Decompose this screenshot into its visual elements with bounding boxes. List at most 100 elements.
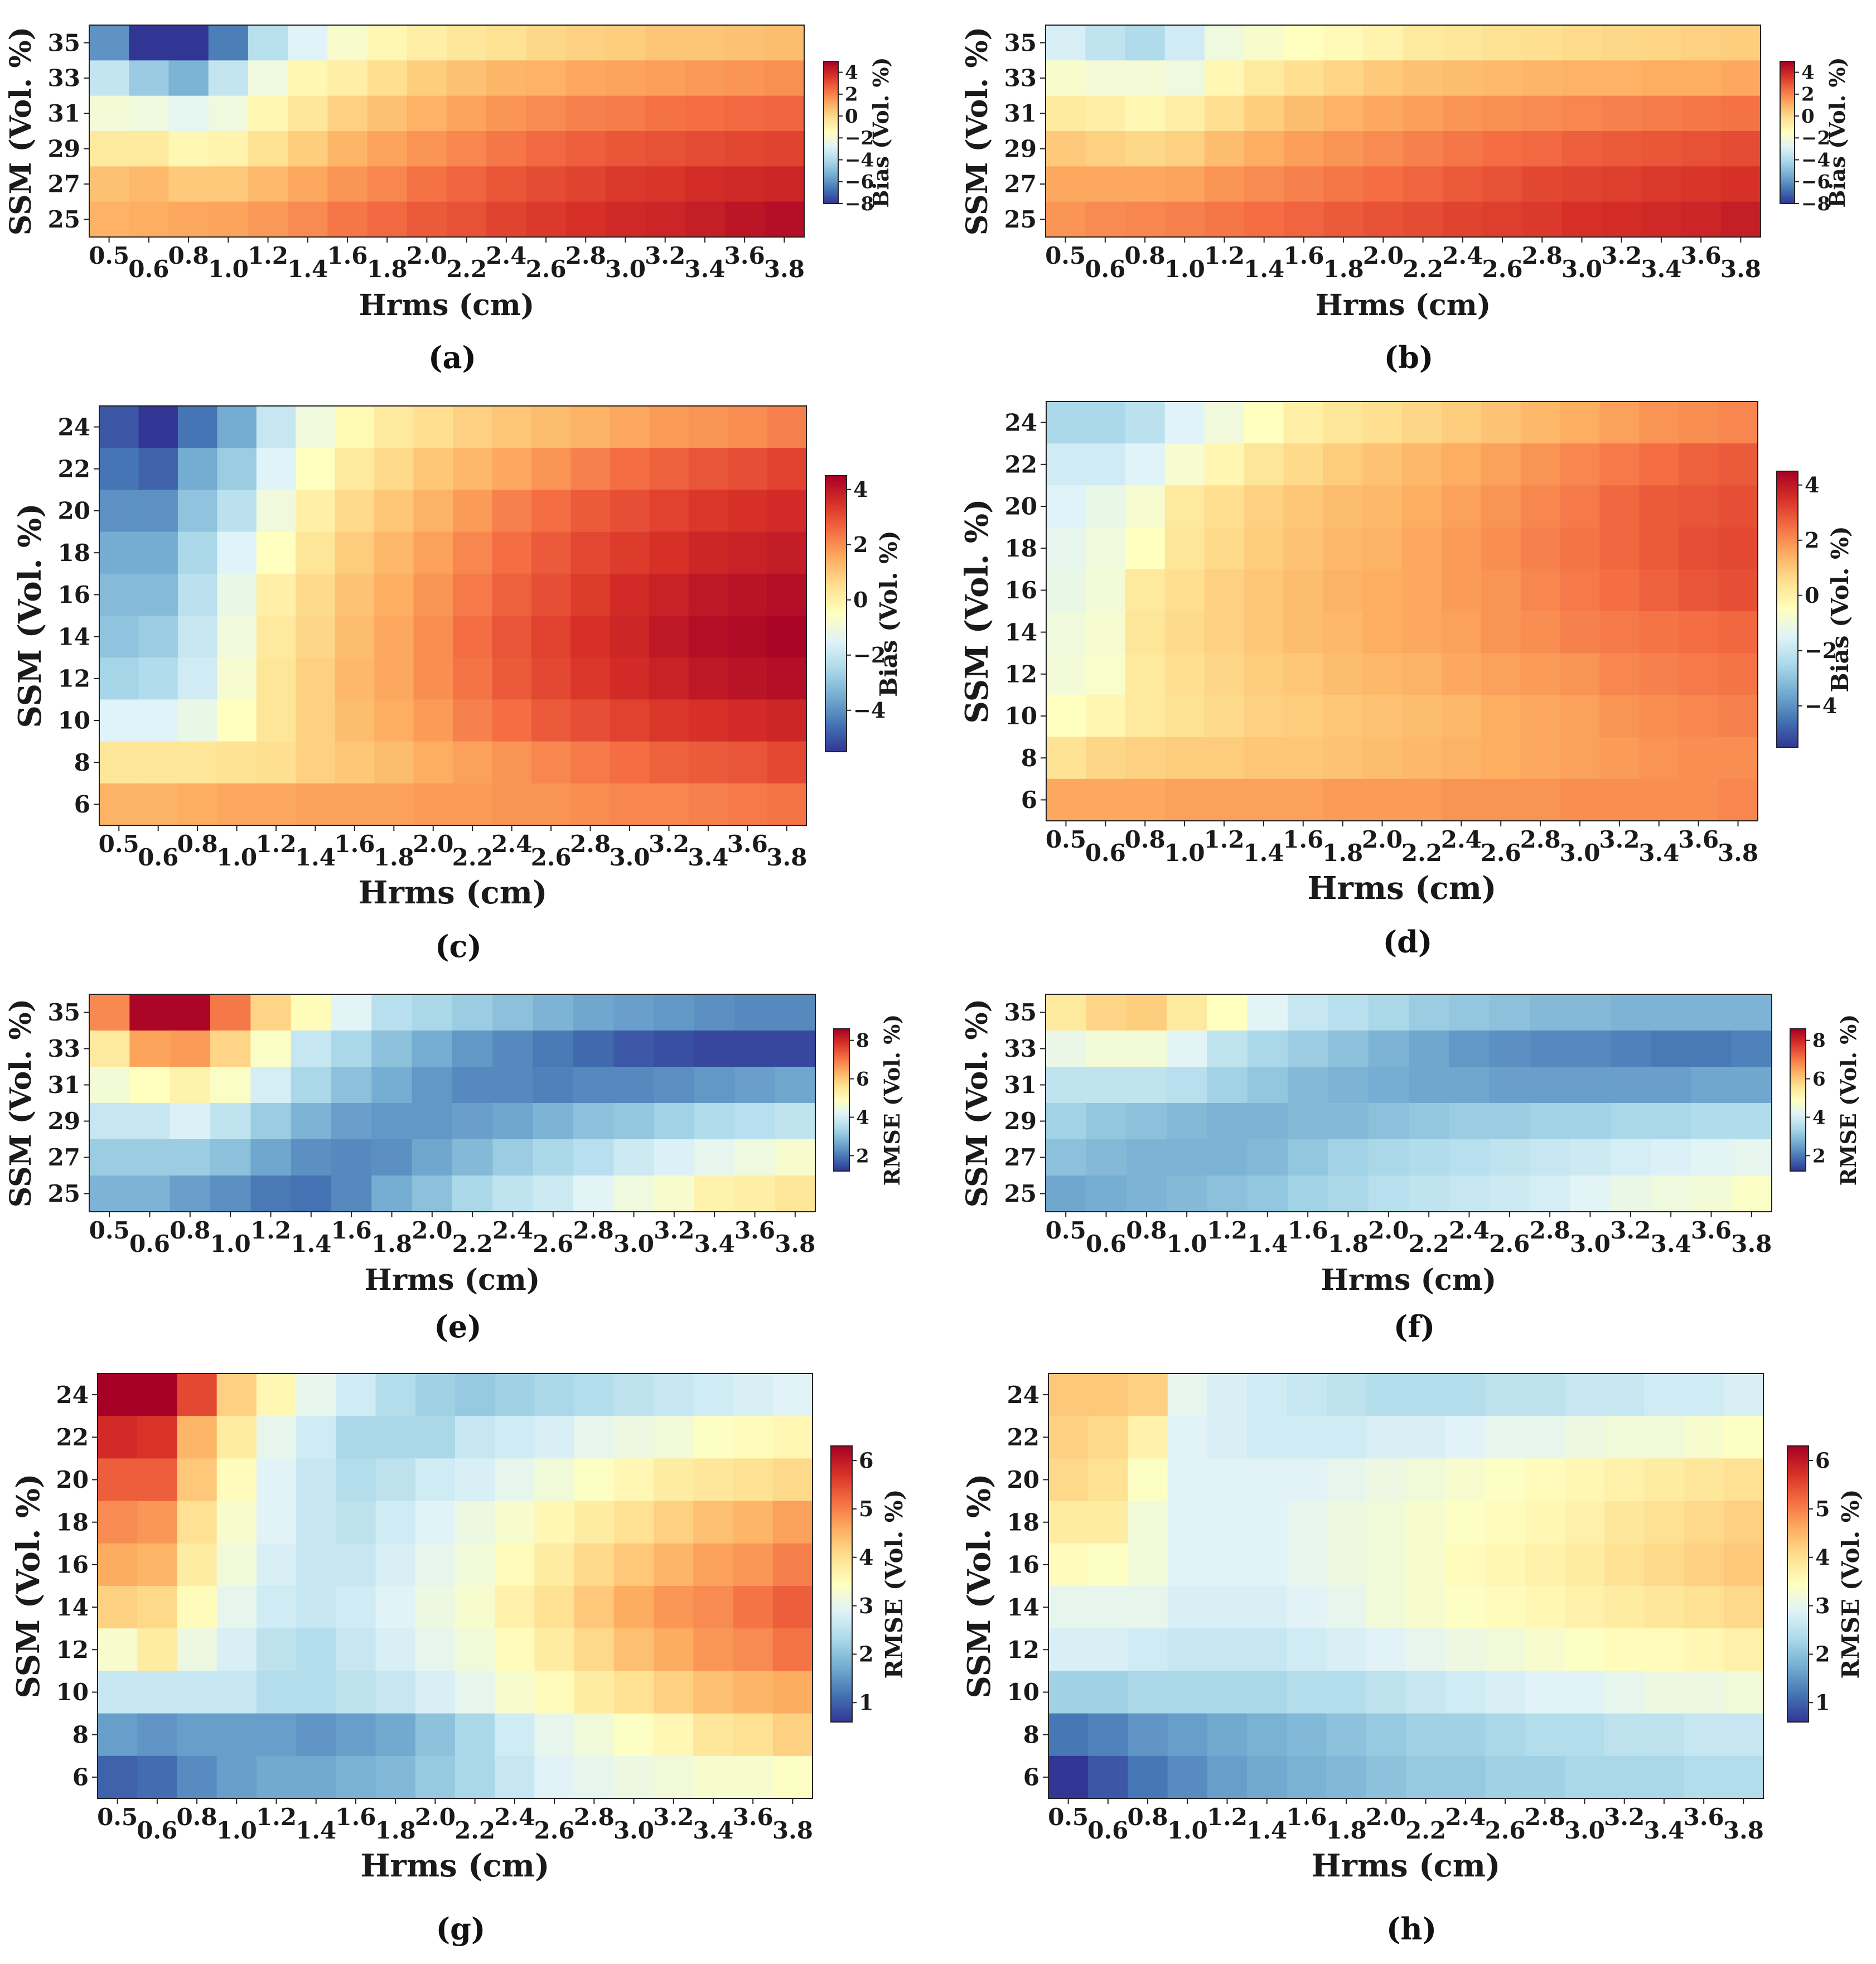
y-tick-label: 25 <box>48 206 80 233</box>
colorbar-label: RMSE (Vol. %) <box>1837 1489 1864 1679</box>
heatmap-cell <box>374 616 414 658</box>
x-tick-label: 2.0 <box>415 1803 456 1831</box>
heatmap-cell <box>1204 695 1245 738</box>
heatmap-cell <box>733 1416 773 1459</box>
heatmap-cell <box>574 1416 615 1459</box>
heatmap-cell <box>1560 443 1601 486</box>
heatmap-cell <box>1125 527 1166 570</box>
heatmap-cell <box>1731 994 1772 1031</box>
colorbar <box>1776 471 1798 748</box>
x-tick-label: 1.6 <box>1283 826 1323 853</box>
heatmap-cell <box>1409 994 1449 1031</box>
heatmap-cell <box>1718 778 1758 821</box>
x-tick-label: 1.0 <box>1164 255 1205 283</box>
x-tick-label: 1.6 <box>331 1217 372 1244</box>
heatmap-cell <box>216 1755 257 1799</box>
heatmap-cell <box>570 531 611 574</box>
heatmap-cell <box>1126 1031 1167 1067</box>
heatmap-cell <box>1048 1458 1089 1502</box>
heatmap-cell <box>764 201 805 238</box>
heatmap-cell <box>1326 1671 1367 1714</box>
heatmap-cell <box>177 531 217 574</box>
y-tick-label: 35 <box>48 999 80 1026</box>
plot-frame <box>1045 994 1772 1212</box>
heatmap-cell <box>452 1067 493 1104</box>
heatmap-cell <box>533 1176 574 1212</box>
heatmap-cell <box>327 166 368 202</box>
colorbar-label: Bias (Vol. %) <box>1826 526 1854 693</box>
x-tick-label: 3.6 <box>1684 1803 1724 1831</box>
heatmap-cell <box>1284 25 1324 61</box>
heatmap-cell <box>1366 1501 1406 1544</box>
y-tick-label: 16 <box>1007 1551 1039 1579</box>
heatmap-cell <box>1048 1373 1089 1416</box>
heatmap-cell <box>217 490 257 533</box>
x-tick-label: 0.8 <box>1128 1803 1168 1831</box>
heatmap-cell <box>1247 1139 1288 1176</box>
heatmap-cell <box>534 1458 575 1502</box>
colorbar-tick-label: 3 <box>1815 1593 1830 1618</box>
heatmap-cell <box>1125 25 1166 61</box>
heatmap-cell <box>1560 527 1601 570</box>
heatmap-cell <box>734 1139 776 1176</box>
colorbar-tick-label: 5 <box>859 1496 873 1521</box>
x-axis-label: Hrms (cm) <box>1321 1263 1497 1297</box>
heatmap-cell <box>526 201 567 238</box>
heatmap-cell <box>1366 1543 1406 1586</box>
heatmap-cell <box>375 1501 416 1544</box>
heatmap-cell <box>407 131 447 167</box>
heatmap-cell <box>1681 25 1722 61</box>
heatmap-cell <box>694 1103 735 1140</box>
heatmap-cell <box>170 1139 211 1176</box>
heatmap-cell <box>772 1416 813 1459</box>
y-tick-label: 33 <box>48 1035 80 1062</box>
heatmap-cell <box>1644 1713 1685 1757</box>
heatmap-cell <box>694 1031 735 1067</box>
heatmap-cell <box>693 1671 734 1714</box>
heatmap-cell <box>570 490 611 533</box>
heatmap-cell <box>256 783 296 826</box>
heatmap-cell <box>534 1586 575 1629</box>
heatmap-cell <box>492 657 532 700</box>
heatmap-cell <box>1406 1671 1446 1714</box>
y-tick-label: 22 <box>58 456 90 483</box>
heatmap-cell <box>216 1671 257 1714</box>
x-tick-label: 3.4 <box>1651 1230 1691 1257</box>
heatmap-cell <box>367 95 408 132</box>
heatmap-cell <box>1244 166 1284 202</box>
heatmap-cell <box>1363 201 1404 238</box>
heatmap-cell <box>375 1586 416 1629</box>
heatmap-cell <box>693 1458 734 1502</box>
heatmap-cell <box>210 1031 251 1067</box>
heatmap-cell <box>1323 401 1363 444</box>
heatmap-cell <box>1639 443 1679 486</box>
heatmap-cell <box>1362 737 1403 780</box>
heatmap-cell <box>610 657 650 700</box>
colorbar-tick-label: −2 <box>845 127 874 149</box>
heatmap-cell <box>170 1103 211 1140</box>
x-tick-label: 2.2 <box>446 255 487 283</box>
heatmap-cell <box>1048 1501 1089 1544</box>
heatmap-cell <box>291 994 332 1031</box>
heatmap-cell <box>775 1031 816 1067</box>
heatmap-cell <box>1164 485 1205 528</box>
heatmap-cell <box>217 616 257 658</box>
heatmap-cell <box>296 699 336 742</box>
heatmap-cell <box>1128 1416 1168 1459</box>
heatmap-cell <box>1723 1586 1764 1629</box>
heatmap-cell <box>455 1671 495 1714</box>
heatmap-cell <box>1204 569 1245 612</box>
heatmap-cell <box>1207 1671 1248 1714</box>
heatmap-cell <box>1644 1458 1685 1502</box>
heatmap-cell <box>1530 1031 1570 1067</box>
colorbar <box>823 61 839 204</box>
heatmap-cell <box>1604 1755 1645 1799</box>
heatmap-cell <box>1287 1458 1327 1502</box>
heatmap-cell <box>1691 1103 1732 1140</box>
heatmap-cell <box>217 657 257 700</box>
y-tick-label: 6 <box>1023 1764 1039 1791</box>
heatmap-cell <box>1247 1755 1287 1799</box>
heatmap-cell <box>256 741 296 784</box>
heatmap-cell <box>1125 443 1166 486</box>
